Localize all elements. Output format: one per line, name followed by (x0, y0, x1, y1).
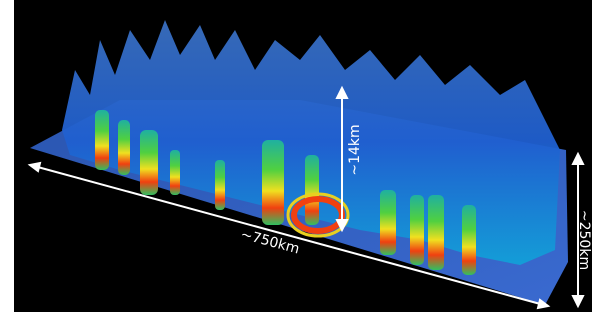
height-label: ~14km (347, 124, 363, 175)
core (305, 155, 319, 225)
core (140, 130, 158, 195)
core (95, 110, 109, 170)
core (215, 160, 225, 210)
core (262, 140, 284, 225)
core (462, 205, 476, 275)
core (428, 195, 444, 270)
radar-visualization: ~750km ~14km ~250km (0, 0, 592, 324)
core (410, 195, 424, 265)
core (380, 190, 396, 255)
width-label: ~250km (576, 210, 592, 270)
core (118, 120, 130, 175)
core (170, 150, 180, 195)
